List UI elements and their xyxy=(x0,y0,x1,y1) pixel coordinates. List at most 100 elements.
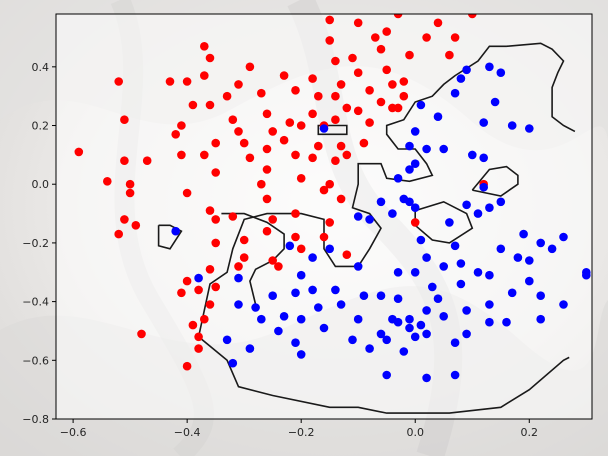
point-s1-82 xyxy=(508,121,517,130)
point-s0-100 xyxy=(360,139,369,148)
point-s1-50 xyxy=(417,321,426,330)
point-s1-66 xyxy=(462,306,471,315)
point-s1-71 xyxy=(451,371,460,380)
point-s0-26 xyxy=(200,71,209,80)
point-s0-30 xyxy=(211,168,220,177)
point-s1-87 xyxy=(479,154,488,163)
point-s1-26 xyxy=(291,289,300,298)
point-s1-68 xyxy=(451,338,460,347)
point-s0-103 xyxy=(382,66,391,75)
point-s1-19 xyxy=(257,315,266,324)
point-s1-0 xyxy=(320,124,329,133)
x-tick-label: −0.6 xyxy=(60,426,87,439)
point-s1-51 xyxy=(411,333,420,342)
point-s1-17 xyxy=(229,359,238,368)
point-s1-61 xyxy=(439,312,448,321)
point-s1-78 xyxy=(457,74,466,83)
point-s1-103 xyxy=(525,277,534,286)
point-s1-22 xyxy=(280,312,289,321)
point-s0-64 xyxy=(286,118,295,127)
point-s0-2 xyxy=(114,77,123,86)
point-s0-106 xyxy=(382,27,391,36)
point-s1-80 xyxy=(479,118,488,127)
point-s1-70 xyxy=(422,374,431,383)
point-s0-33 xyxy=(211,239,220,248)
point-s0-48 xyxy=(240,253,249,262)
point-s0-10 xyxy=(143,156,152,165)
point-s0-90 xyxy=(331,156,340,165)
point-s0-29 xyxy=(200,151,209,160)
point-s1-56 xyxy=(394,268,403,277)
point-s0-95 xyxy=(348,54,357,63)
point-s0-13 xyxy=(171,130,180,139)
point-s1-59 xyxy=(428,283,437,292)
point-s1-93 xyxy=(445,218,454,227)
point-s0-53 xyxy=(263,145,272,154)
point-s0-62 xyxy=(280,71,289,80)
point-s1-79 xyxy=(462,66,471,75)
point-s1-14 xyxy=(234,274,243,283)
point-s1-46 xyxy=(394,318,403,327)
point-s0-59 xyxy=(263,227,272,236)
plot-area xyxy=(56,14,592,419)
point-s0-80 xyxy=(325,218,334,227)
point-s0-74 xyxy=(308,110,317,119)
point-s1-15 xyxy=(234,300,243,309)
point-s1-67 xyxy=(462,330,471,339)
point-s1-57 xyxy=(417,236,426,245)
point-s1-86 xyxy=(468,151,477,160)
point-s1-28 xyxy=(291,338,300,347)
point-s0-111 xyxy=(422,33,431,42)
point-s0-86 xyxy=(343,104,352,113)
point-s1-112 xyxy=(508,289,517,298)
point-s1-48 xyxy=(400,347,409,356)
point-s1-60 xyxy=(434,294,443,303)
point-s0-47 xyxy=(240,236,249,245)
point-s1-27 xyxy=(297,315,306,324)
point-s0-54 xyxy=(268,127,277,136)
point-s1-100 xyxy=(514,253,523,262)
point-s0-91 xyxy=(337,195,346,204)
point-s0-24 xyxy=(200,42,209,51)
y-tick-label: −0.8 xyxy=(22,413,49,426)
y-tick-label: −0.2 xyxy=(22,237,49,250)
point-s1-108 xyxy=(559,300,568,309)
point-s1-89 xyxy=(462,201,471,210)
point-s1-91 xyxy=(485,203,494,212)
point-s1-29 xyxy=(297,350,306,359)
point-s1-110 xyxy=(582,271,591,280)
point-s0-16 xyxy=(183,77,192,86)
point-s0-41 xyxy=(234,80,243,89)
point-s0-51 xyxy=(257,89,266,98)
point-s0-55 xyxy=(263,165,272,174)
point-s0-0 xyxy=(75,148,84,157)
point-s1-5 xyxy=(377,198,386,207)
point-s0-3 xyxy=(120,115,129,124)
point-s0-14 xyxy=(177,121,186,130)
point-s0-110 xyxy=(405,51,414,60)
point-s1-95 xyxy=(485,271,494,280)
point-s0-66 xyxy=(280,136,289,145)
point-s1-98 xyxy=(502,318,511,327)
point-s1-54 xyxy=(422,330,431,339)
point-s0-83 xyxy=(331,57,340,66)
point-s0-25 xyxy=(206,54,215,63)
point-s1-6 xyxy=(394,174,403,183)
point-s0-68 xyxy=(297,174,306,183)
point-s0-114 xyxy=(411,218,420,227)
point-s1-55 xyxy=(411,268,420,277)
point-s1-96 xyxy=(485,300,494,309)
point-s0-9 xyxy=(114,230,123,239)
point-s0-44 xyxy=(240,139,249,148)
point-s1-1 xyxy=(354,212,363,221)
point-s0-85 xyxy=(331,92,340,101)
point-s1-62 xyxy=(439,262,448,271)
point-s1-21 xyxy=(268,291,277,300)
point-s1-77 xyxy=(451,89,460,98)
x-tick-label: 0.0 xyxy=(406,426,424,439)
y-tick-label: −0.6 xyxy=(22,354,49,367)
point-s1-37 xyxy=(348,336,357,345)
point-s0-117 xyxy=(445,51,454,60)
point-s0-98 xyxy=(354,107,363,116)
point-s1-75 xyxy=(434,112,443,121)
